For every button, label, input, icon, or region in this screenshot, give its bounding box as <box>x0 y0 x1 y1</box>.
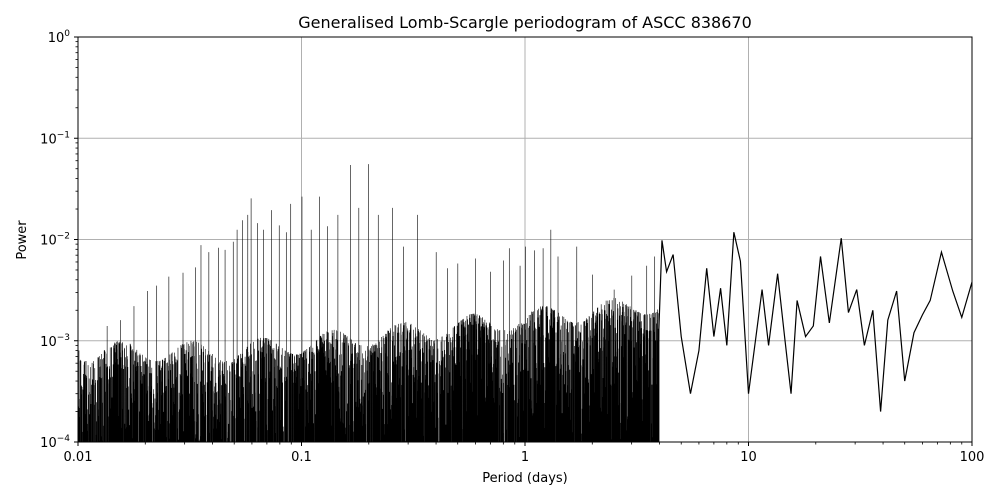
y-tick-exponent: −4 <box>57 434 71 444</box>
y-tick-base: 10 <box>48 31 65 46</box>
x-axis-label: Period (days) <box>482 471 568 486</box>
y-tick-base: 10 <box>40 436 57 451</box>
y-tick-exponent: −3 <box>57 333 70 343</box>
y-tick-exponent: −1 <box>57 130 70 140</box>
x-tick-label: 10 <box>740 450 757 465</box>
spectrum-line <box>656 232 973 412</box>
x-tick-label: 100 <box>960 450 985 465</box>
x-tick-label: 1 <box>521 450 529 465</box>
y-tick-label: 10−2 <box>40 232 70 249</box>
y-tick-label: 10−3 <box>40 333 70 350</box>
x-tick-label: 0.01 <box>64 450 93 465</box>
chart-title: Generalised Lomb-Scargle periodogram of … <box>298 13 752 32</box>
y-tick-label: 10−1 <box>40 130 70 147</box>
y-tick-base: 10 <box>40 335 57 350</box>
y-tick-exponent: −2 <box>57 232 70 242</box>
x-tick-label: 0.1 <box>291 450 312 465</box>
y-axis-label: Power <box>15 220 30 260</box>
y-tick-base: 10 <box>40 132 57 147</box>
y-tick-label: 10−4 <box>40 434 70 451</box>
y-tick-base: 10 <box>40 234 57 249</box>
y-tick-exponent: 0 <box>64 29 70 39</box>
y-tick-label: 100 <box>48 29 71 46</box>
